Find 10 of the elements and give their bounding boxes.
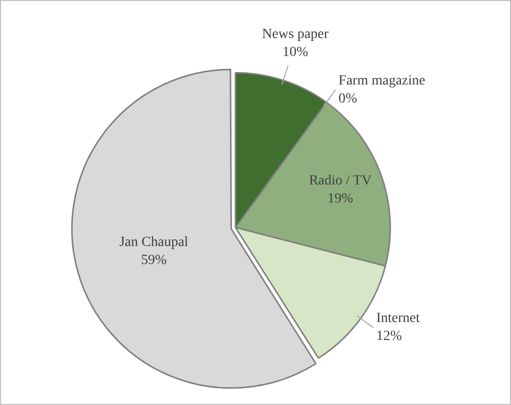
category-label: Farm magazine xyxy=(338,73,426,88)
data-label: 12% xyxy=(376,329,402,344)
data-label: 10% xyxy=(282,45,308,60)
slice-label: Jan Chaupal xyxy=(119,234,188,250)
data-label: 19% xyxy=(327,191,354,206)
data-label: 59% xyxy=(140,252,167,268)
slice-label: News paper xyxy=(262,27,329,42)
text: 0% xyxy=(338,91,358,106)
slice-label: Radio / TV xyxy=(308,173,372,188)
slice-label: Internet xyxy=(376,311,420,326)
